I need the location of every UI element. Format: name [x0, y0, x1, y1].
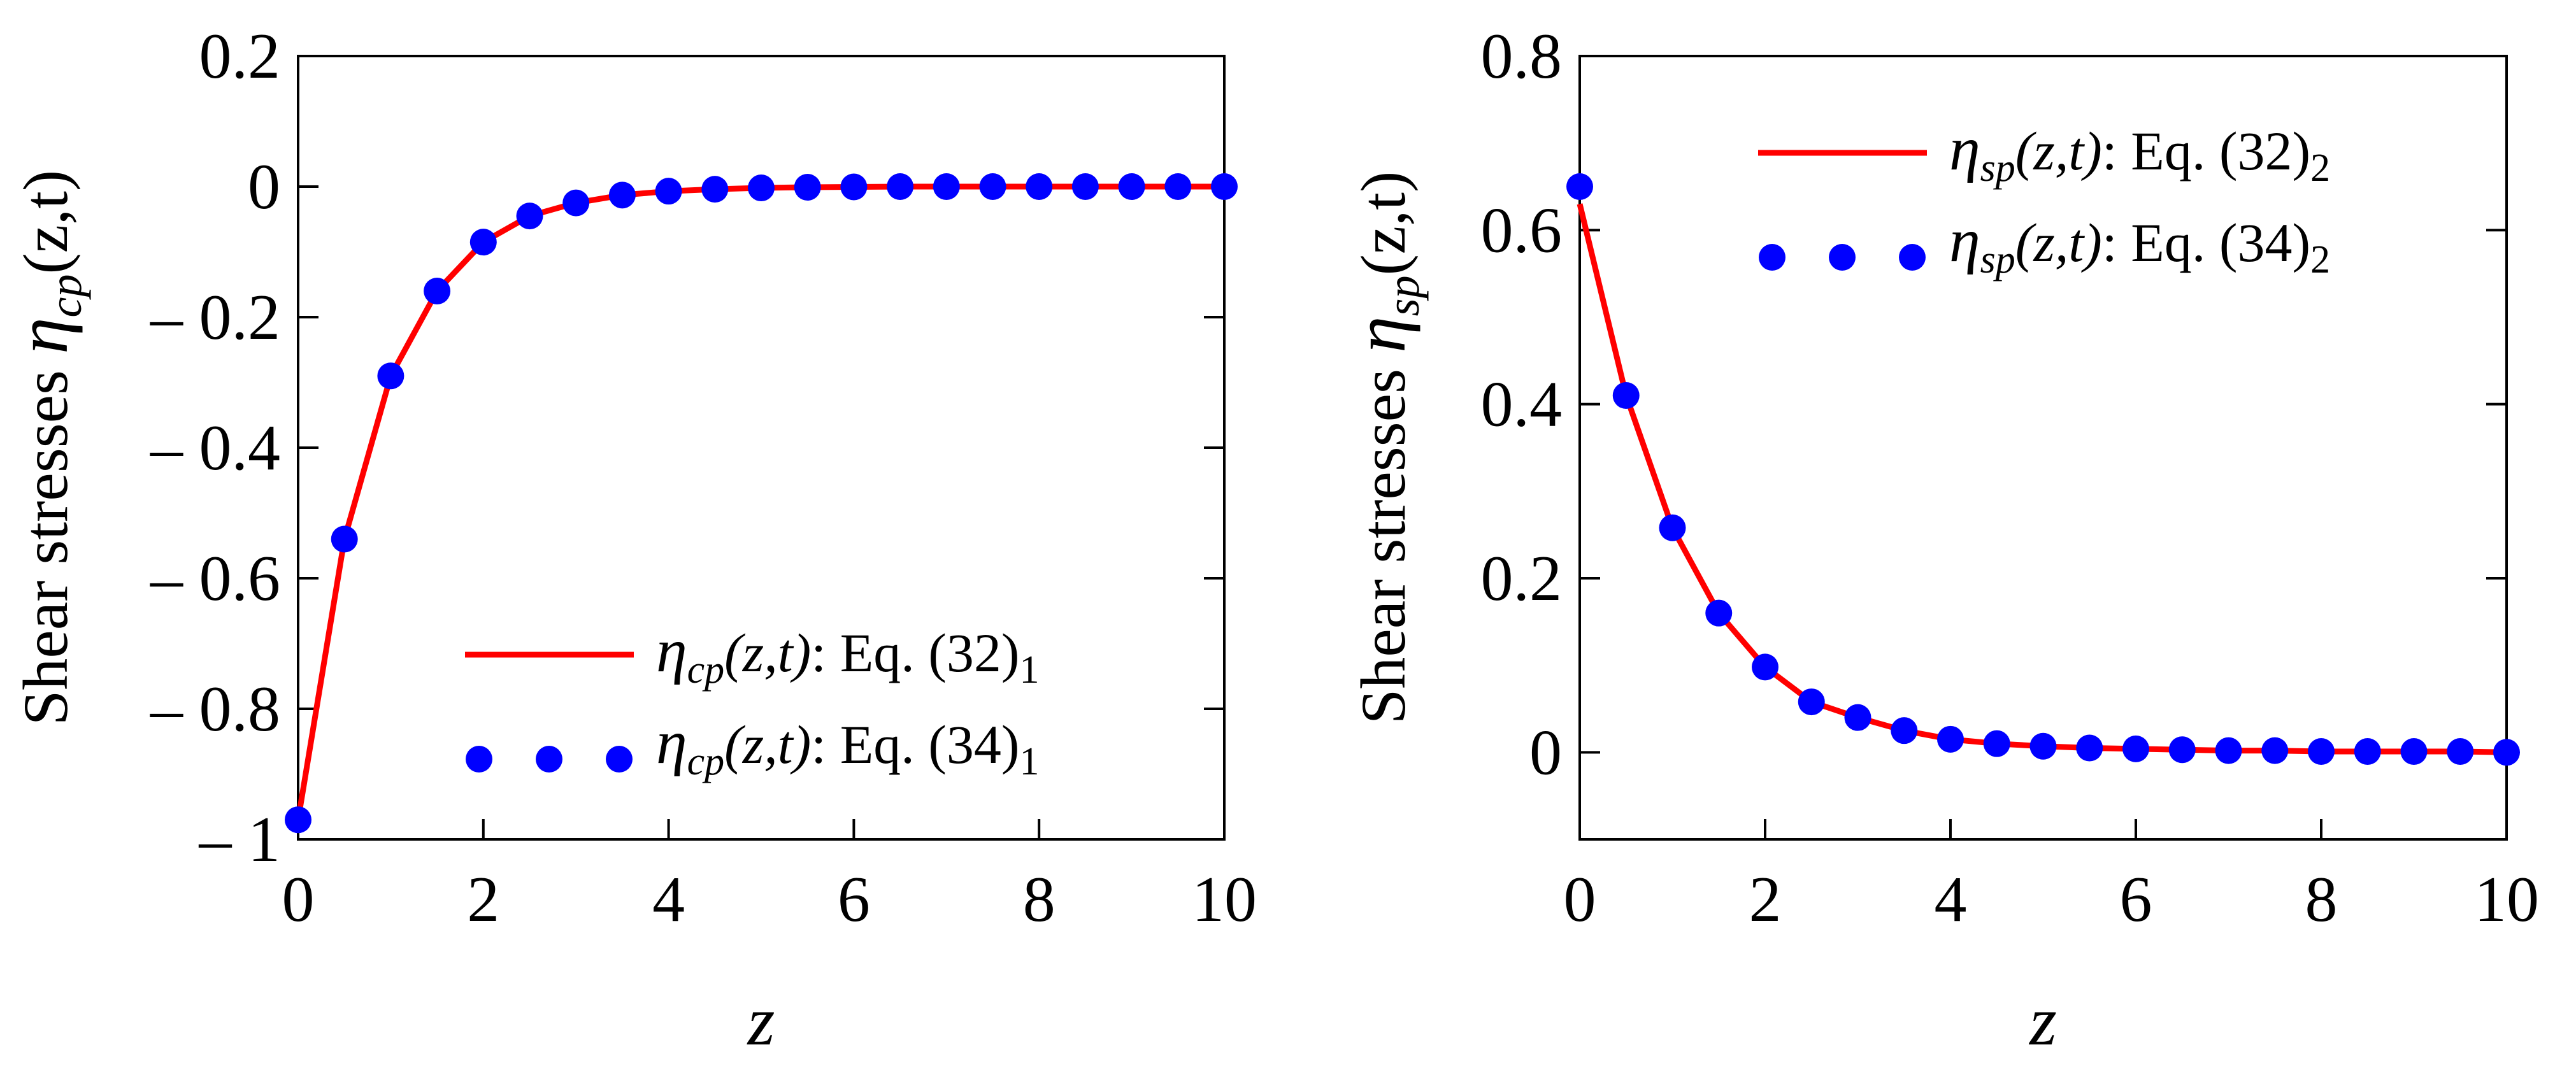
chart2-series2-point — [1983, 730, 2010, 757]
chart2-series2-point — [1752, 653, 1778, 681]
chart2-series2-point — [1937, 725, 1964, 753]
chart1-series2-point — [933, 173, 960, 200]
chart1-legend-entry-2-swatch-dot — [466, 746, 492, 773]
chart2-xtick-label: 2 — [1749, 864, 1782, 936]
chart1-ytick-label: 0 — [248, 151, 280, 223]
chart1-xtick-label: 6 — [838, 864, 870, 936]
chart1-series2-point — [469, 229, 497, 256]
chart1-xtick-label: 0 — [282, 864, 315, 936]
chart1-series2-point — [608, 182, 636, 209]
chart1-series2-point — [285, 806, 311, 834]
chart1-legend-entry-2-swatch-dot — [606, 746, 633, 773]
chart2-series2-point — [1844, 704, 1871, 731]
chart2-series2-point — [2122, 735, 2149, 762]
chart1-series2-point — [655, 178, 682, 205]
chart2-series2-point — [1798, 688, 1825, 716]
chart1-xtick-label: 10 — [1192, 864, 1257, 936]
chart2-series2-point — [1659, 514, 1686, 541]
chart1-ytick-label: 0.2 — [199, 20, 281, 92]
chart1-series2-point — [1026, 173, 1053, 200]
chart2-series1-line — [1577, 203, 2507, 755]
chart1-legend-entry-2-label: ηcp(z,t): Eq. (34)1 — [656, 708, 1040, 783]
chart2-ytick-label: 0 — [1529, 716, 1562, 788]
chart2-legend-entry-2-swatch-dot — [1899, 244, 1926, 271]
chart2-legend: ηsp(z,t): Eq. (32)2 ηsp(z,t): Eq. (34)2 — [1758, 115, 2330, 281]
chart2-legend-entry-2-label: ηsp(z,t): Eq. (34)2 — [1949, 206, 2330, 281]
chart2-plot-frame — [1578, 55, 2508, 841]
chart1-y-axis-label: Shear stresses ηcp(z,t) — [2, 170, 91, 726]
chart2-series2-point — [2029, 732, 2057, 760]
chart1-xtick-label: 8 — [1023, 864, 1055, 936]
chart2-legend-entry-2-swatch-dot — [1759, 244, 1785, 271]
chart1-series2-point — [516, 203, 543, 230]
chart2-ytick-label: 0.4 — [1481, 369, 1563, 441]
chart1-series2-point — [377, 362, 404, 390]
chart1-series2-point — [701, 176, 729, 203]
chart1-series2-point — [331, 525, 358, 553]
chart1-ytick-label: – 0.6 — [150, 543, 280, 615]
chart1-series2-point — [887, 173, 914, 200]
chart1-ytick-label: – 1 — [199, 804, 281, 876]
chart2-series2-point — [2493, 739, 2520, 766]
chart2-xtick-label: 10 — [2474, 864, 2539, 936]
chart1-xtick-label: 4 — [652, 864, 685, 936]
chart1-series2-point — [1071, 173, 1099, 200]
chart2-xtick-label: 6 — [2120, 864, 2152, 936]
chart1-ytick-label: – 0.4 — [150, 412, 280, 484]
chart1-series2-point — [840, 173, 868, 201]
chart2-ytick-label: 0.8 — [1481, 20, 1563, 92]
chart2-series2-point — [1891, 717, 1918, 744]
chart2-series2-point — [2447, 737, 2474, 765]
chart1-series2-point — [979, 173, 1006, 200]
chart1-legend: ηcp(z,t): Eq. (32)1 ηcp(z,t): Eq. (34)1 — [465, 616, 1040, 783]
chart2-series2-point — [2354, 737, 2381, 765]
chart2-series2-point — [1612, 382, 1640, 409]
chart2-x-axis-label: z — [2028, 982, 2057, 1060]
chart1-ytick-label: – 0.8 — [150, 673, 280, 745]
chart1-legend-entry-2-swatch-dot — [536, 746, 562, 773]
chart2-series2-point — [2215, 737, 2242, 764]
chart1-series2-point — [424, 278, 451, 304]
chart2-series2-point — [2076, 734, 2103, 762]
chart1-series2-point — [1164, 173, 1192, 200]
chart2-xtick-label: 8 — [2305, 864, 2338, 936]
chart1-series2-point — [1118, 173, 1145, 200]
chart2-series2-point — [2400, 737, 2428, 765]
chart1-ytick-label: – 0.2 — [150, 281, 280, 353]
chart1-series2-point — [794, 174, 821, 201]
chart1-series2-point — [562, 189, 590, 217]
chart2-legend-entry-1-label: ηsp(z,t): Eq. (32)2 — [1949, 115, 2330, 190]
chart1-series2-point — [748, 174, 775, 202]
chart2-series2-point — [2308, 737, 2335, 765]
chart2-series2-point — [2261, 737, 2289, 764]
chart1-legend-entry-1-label: ηcp(z,t): Eq. (32)1 — [656, 616, 1040, 692]
chart2-xtick-label: 4 — [1935, 864, 1967, 936]
chart1: 0 2 4 6 8 10 – 1 – 0.8 – 0.6 – 0.4 – 0.2 0 0.2 z Shear… — [2, 20, 1257, 1060]
chart2-series2-point — [1566, 173, 1593, 200]
chart2: 0 2 4 6 8 10 0 0.2 0.4 0.6 0.8 z Shear stresses ηsp(… — [1340, 20, 2539, 1060]
chart2-ytick-label: 0.2 — [1481, 543, 1563, 615]
chart1-series2-point — [1211, 173, 1238, 200]
chart2-y-axis-label: Shear stresses ηsp(z,t) — [1340, 171, 1429, 725]
chart2-series2-point — [2168, 736, 2196, 764]
chart1-x-axis-label: z — [747, 982, 775, 1060]
chart2-legend-entry-2-swatch-dot — [1829, 244, 1856, 271]
chart2-series2-point — [1705, 599, 1733, 627]
chart1-xtick-label: 2 — [467, 864, 499, 936]
chart2-ytick-label: 0.6 — [1481, 194, 1563, 266]
chart2-xtick-label: 0 — [1564, 864, 1596, 936]
